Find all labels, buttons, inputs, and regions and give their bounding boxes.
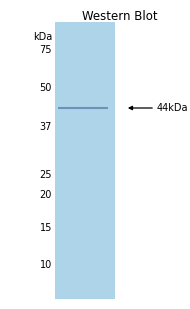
Text: 75: 75: [40, 45, 52, 55]
Text: 44kDa: 44kDa: [157, 103, 188, 113]
Text: 50: 50: [40, 83, 52, 93]
Text: 10: 10: [40, 260, 52, 270]
Text: 20: 20: [40, 190, 52, 200]
Text: 25: 25: [40, 170, 52, 180]
Text: 15: 15: [40, 223, 52, 233]
Bar: [55, 22, 115, 299]
Text: kDa: kDa: [33, 32, 52, 42]
Text: 37: 37: [40, 122, 52, 132]
Text: Western Blot: Western Blot: [82, 10, 158, 23]
